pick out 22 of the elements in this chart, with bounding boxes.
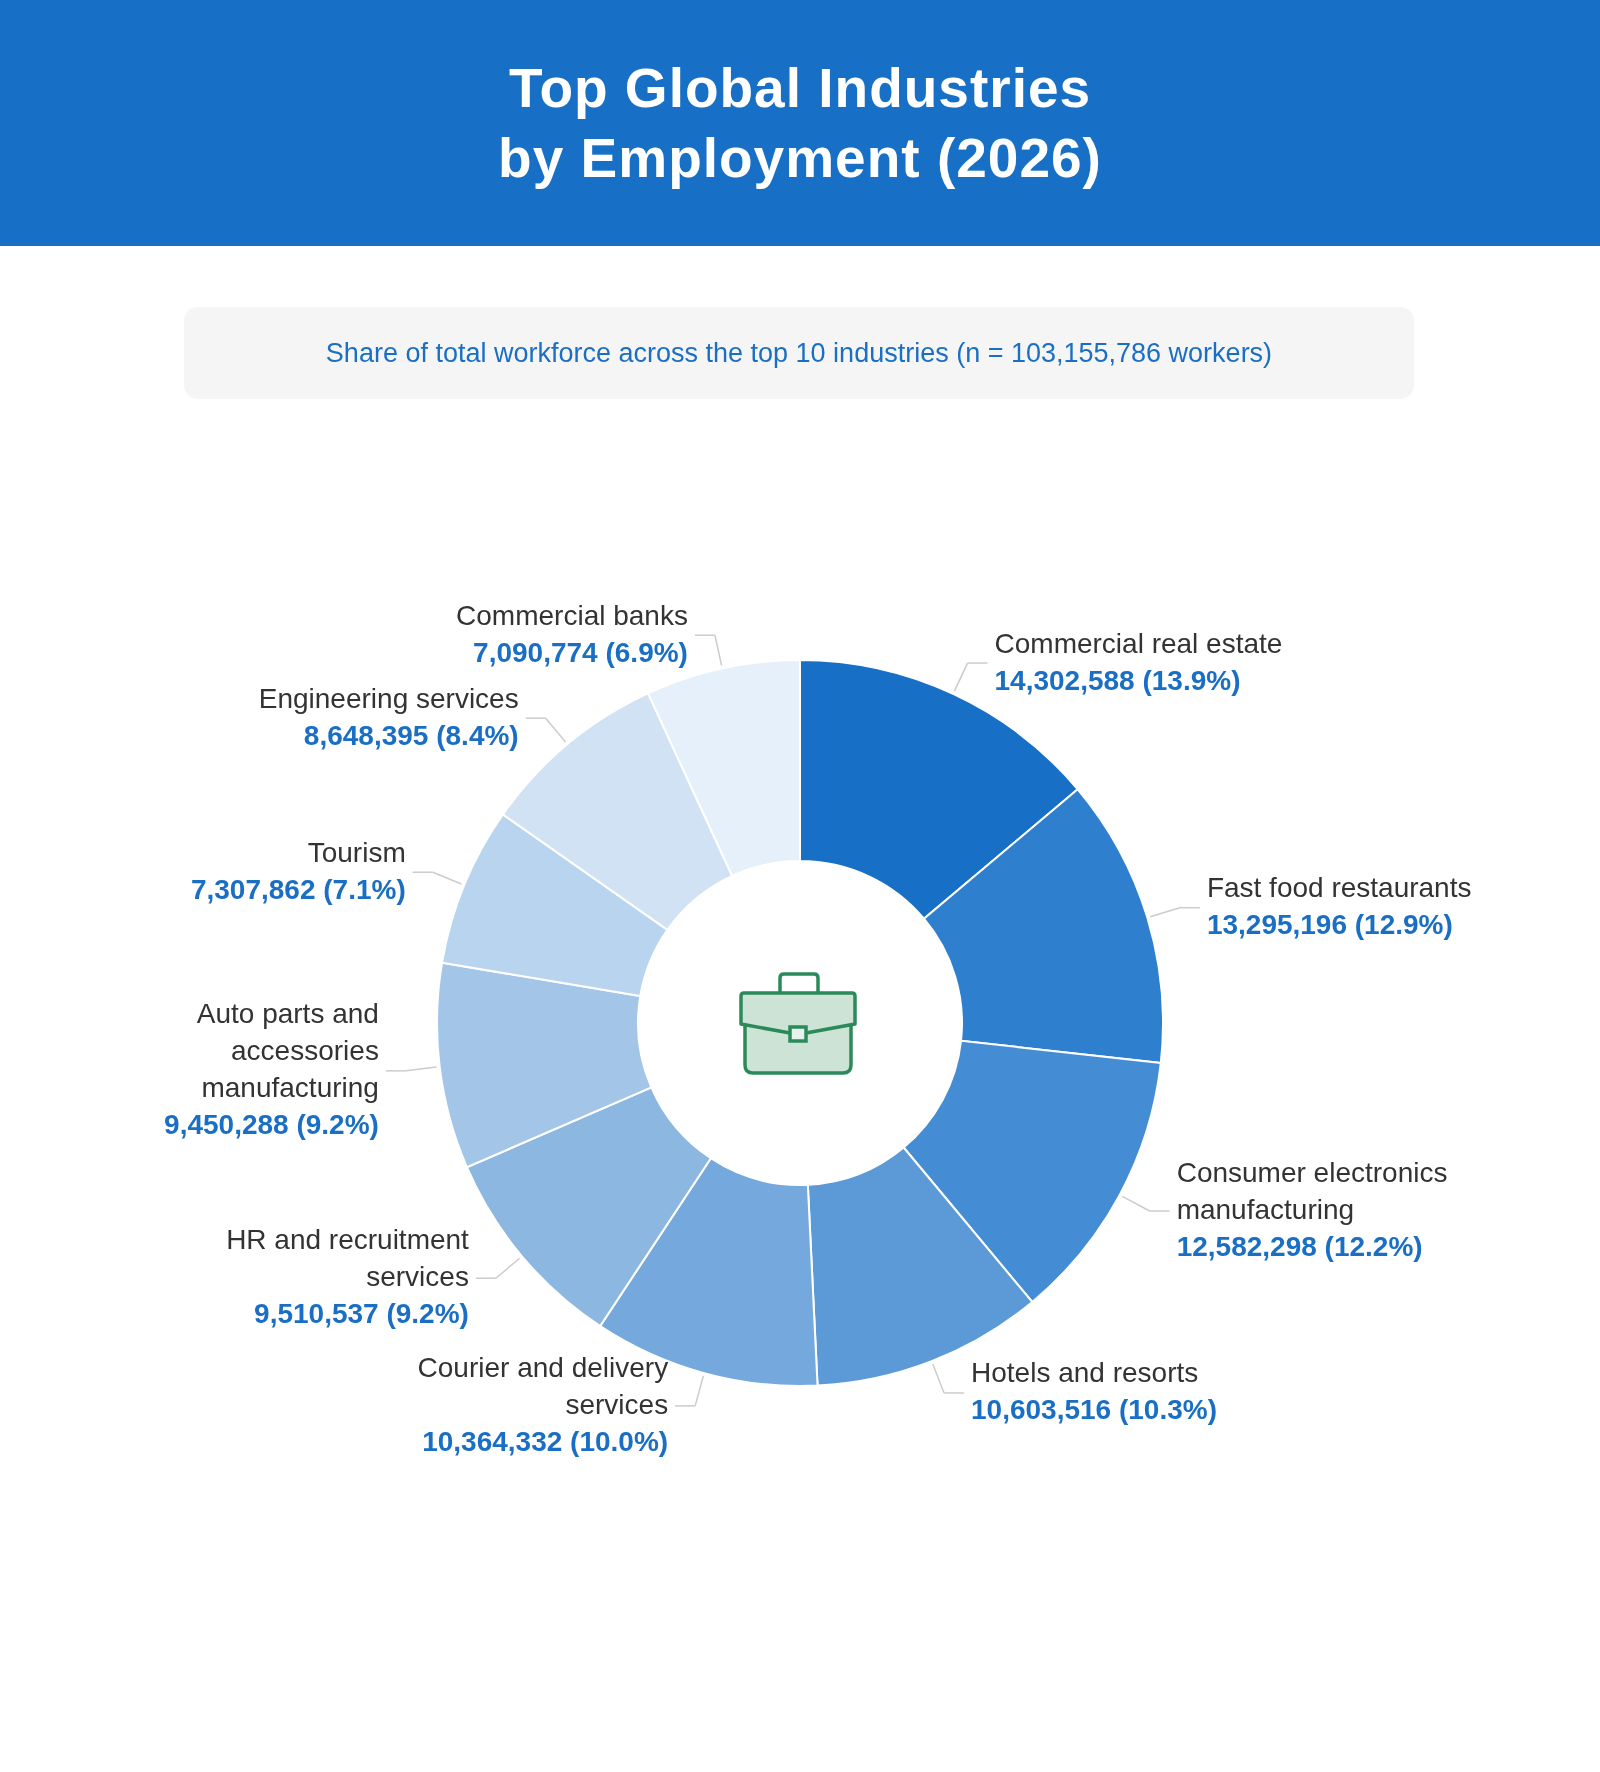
slice-label: Commercial real estate [994,627,1283,659]
slice-label: Courier and delivery services [417,1351,669,1420]
data-label: 13,295,196 (12.9%) [1206,909,1453,941]
slice-label: Consumer electronics manufacturing [1176,1157,1448,1226]
data-label: 10,603,516 (10.3%) [971,1394,1218,1426]
data-label: 7,090,774 (6.9%) [473,636,688,668]
data-label: 9,510,537 (9.2%) [254,1298,469,1330]
data-label: 8,648,395 (8.4%) [303,719,519,751]
data-label: 7,307,862 (7.1%) [190,873,406,905]
slice-label: HR and recruitment services [226,1224,470,1293]
slice-label: Auto parts and accessories manufacturing [196,998,379,1104]
data-label: 14,302,588 (13.9%) [994,664,1241,696]
chart-subtitle: Share of total workforce across the top 10 industries (n = 103,155,786 workers) [325,337,1273,369]
data-label: 12,582,298 (12.2%) [1176,1231,1423,1263]
data-label: 10,364,332 (10.0%) [422,1425,669,1457]
slice-label: Engineering services [258,682,519,714]
slice-label: Commercial banks [456,599,688,631]
chart-title: Top Global Industries by Employment (2026) [497,56,1103,191]
slice-label: Fast food restaurants [1206,872,1472,904]
slice-label: Hotels and resorts [971,1357,1199,1389]
slice-label: Tourism [307,836,406,868]
data-label: 9,450,288 (9.2%) [164,1109,379,1141]
